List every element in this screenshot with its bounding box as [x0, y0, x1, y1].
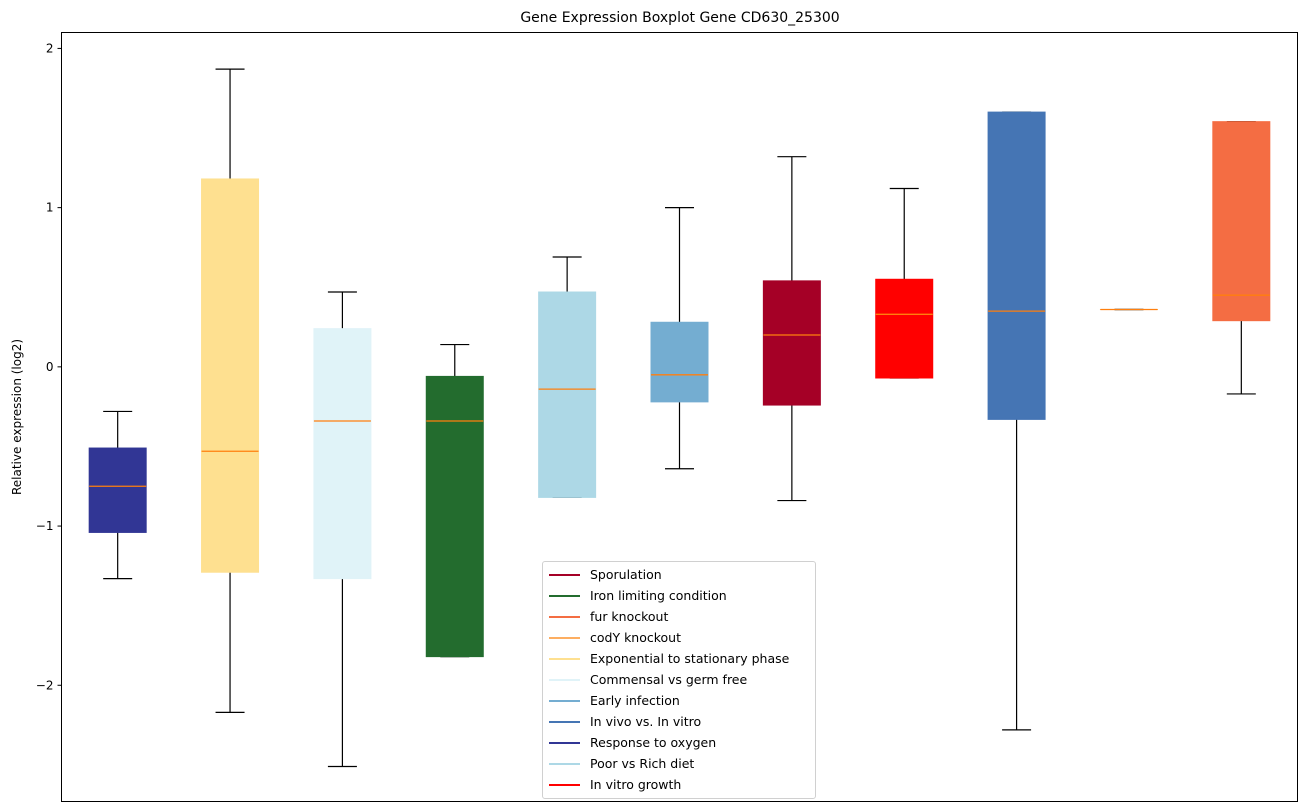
legend-item: Poor vs Rich diet — [543, 753, 815, 774]
box-iqr — [313, 328, 372, 580]
box-poor-vs-rich-diet — [538, 256, 597, 499]
box-fur-knockout — [1212, 121, 1271, 395]
box-sporulation — [762, 156, 821, 502]
legend-item: codY knockout — [543, 627, 815, 648]
box-iqr — [762, 280, 821, 406]
legend-swatch — [549, 594, 580, 597]
legend-label: Poor vs Rich diet — [590, 756, 695, 771]
box-iqr — [650, 321, 709, 403]
legend-label: fur knockout — [590, 609, 669, 624]
legend-item: Sporulation — [543, 564, 815, 585]
legend-item: In vivo vs. In vitro — [543, 711, 815, 732]
legend-item: Exponential to stationary phase — [543, 648, 815, 669]
legend-label: Commensal vs germ free — [590, 672, 748, 687]
legend-swatch — [549, 615, 580, 618]
y-tick-label: −2 — [36, 678, 54, 692]
y-axis-label: Relative expression (log2) — [10, 339, 24, 495]
y-tick-label: 2 — [46, 41, 54, 55]
plot-frame — [61, 32, 1298, 802]
legend-label: Sporulation — [590, 567, 662, 582]
box-exponential-to-stationary-phase — [201, 68, 260, 713]
chart-title: Gene Expression Boxplot Gene CD630_25300 — [520, 10, 839, 26]
box-response-to-oxygen — [88, 410, 147, 580]
box-in-vitro-growth — [875, 187, 934, 379]
box-iqr — [987, 111, 1046, 420]
legend-swatch — [549, 783, 580, 786]
y-tick-label: 1 — [46, 201, 54, 215]
legend-swatch — [549, 762, 580, 765]
box-commensal-vs-germ-free — [313, 291, 372, 768]
boxes-group — [88, 68, 1271, 768]
legend-item: In vitro growth — [543, 774, 815, 795]
legend-label: Response to oxygen — [590, 735, 717, 750]
legend-label: Early infection — [590, 693, 680, 708]
y-tick-label: −1 — [36, 519, 54, 533]
legend-item: fur knockout — [543, 606, 815, 627]
legend-label: In vivo vs. In vitro — [590, 714, 702, 729]
legend-label: Iron limiting condition — [590, 588, 727, 603]
legend: Sporulation Iron limiting condition fur kn… — [542, 561, 816, 799]
box-in-vivo-vs-in-vitro — [987, 111, 1046, 731]
box-iqr — [875, 278, 934, 379]
y-tick-label: 0 — [46, 360, 54, 374]
legend-label: Exponential to stationary phase — [590, 651, 790, 666]
legend-item: Response to oxygen — [543, 732, 815, 753]
legend-swatch — [549, 741, 580, 744]
legend-swatch — [549, 636, 580, 639]
legend-swatch — [549, 678, 580, 681]
box-iron-limiting-condition — [425, 343, 484, 658]
legend-item: Commensal vs germ free — [543, 669, 815, 690]
legend-swatch — [549, 720, 580, 723]
legend-label: codY knockout — [590, 630, 682, 645]
y-axis-ticks: 2 1 0 −1 −2 — [36, 41, 62, 692]
box-iqr — [88, 447, 147, 533]
box-early-infection — [650, 207, 709, 470]
legend-swatch — [549, 699, 580, 702]
legend-item: Early infection — [543, 690, 815, 711]
legend-item: Iron limiting condition — [543, 585, 815, 606]
legend-swatch — [549, 657, 580, 660]
box-iqr — [425, 375, 484, 658]
box-iqr — [1212, 121, 1271, 322]
box-iqr — [538, 291, 597, 498]
box-iqr — [201, 178, 260, 573]
legend-label: In vitro growth — [590, 777, 682, 792]
legend-swatch — [549, 573, 580, 576]
